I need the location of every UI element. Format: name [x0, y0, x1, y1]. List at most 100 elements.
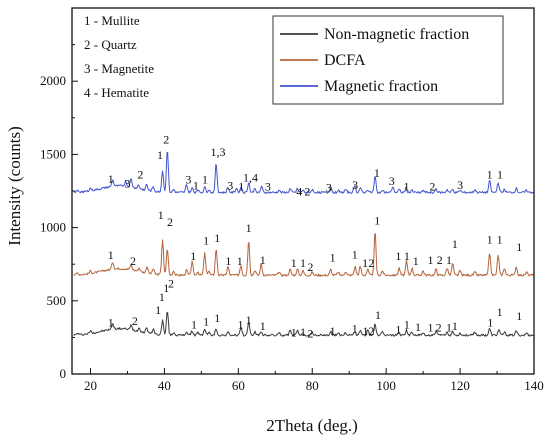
x-tick-label: 40 — [158, 378, 171, 393]
peak-label: 1 — [190, 249, 196, 263]
peak-label: 1 — [214, 231, 220, 245]
peak-label: 2 — [307, 260, 313, 274]
x-axis-title: 2Theta (deg.) — [266, 416, 358, 435]
x-tick-label: 120 — [450, 378, 470, 393]
peak-label: 1 — [246, 221, 252, 235]
series-line-non-magnetic-fraction — [73, 311, 534, 337]
peak-label: 1 — [395, 323, 401, 337]
peak-label: 1 — [375, 308, 381, 322]
peak-label: 1 — [428, 321, 434, 335]
peak-label: 2 — [168, 277, 174, 291]
peak-label: 1 — [330, 250, 336, 264]
series-line-dcfa — [73, 233, 534, 277]
peak-label: 1 — [214, 311, 220, 325]
x-tick-label: 140 — [524, 378, 544, 393]
peak-label: 1 — [260, 319, 266, 333]
peak-label: 3 — [326, 181, 332, 195]
peak-label: 1 — [300, 256, 306, 270]
peak-label: 1 — [446, 253, 452, 267]
peak-label: 1 — [446, 321, 452, 335]
peak-label: 1 — [203, 233, 209, 247]
peak-label: 1 — [108, 172, 114, 186]
peak-label: 1 — [415, 320, 421, 334]
phase-key-item: 2 - Quartz — [84, 37, 137, 52]
peak-label: 1 — [157, 148, 163, 162]
peak-label: 1 — [395, 249, 401, 263]
peak-label: 1 — [108, 248, 114, 262]
peak-label: 3 — [457, 178, 463, 192]
peak-label: 4 — [296, 184, 302, 198]
peak-label: 1 — [487, 315, 493, 329]
y-tick-label: 500 — [47, 293, 67, 308]
peak-label: 1 — [238, 179, 244, 193]
peak-label: 2 — [437, 253, 443, 267]
phase-key-item: 3 - Magnetite — [84, 61, 154, 76]
y-tick-label: 0 — [60, 366, 67, 381]
peak-label: 1 — [487, 168, 493, 182]
peak-label: 1 — [202, 173, 208, 187]
peak-label: 2 — [167, 215, 173, 229]
peak-label: 1 — [516, 240, 522, 254]
x-tick-label: 60 — [232, 378, 245, 393]
peak-label: 1 — [428, 253, 434, 267]
peak-label: 1 — [291, 256, 297, 270]
x-tick-label: 100 — [376, 378, 396, 393]
peak-label: 1 — [452, 319, 458, 333]
peak-label: 1 — [404, 318, 410, 332]
peak-label: 1 — [497, 168, 503, 182]
peak-label: 1 — [158, 208, 164, 222]
peak-label: 1 — [362, 324, 368, 338]
peak-label: 2 — [130, 254, 136, 268]
peak-label: 1 — [203, 315, 209, 329]
legend-label-dcfa: DCFA — [324, 52, 366, 69]
peak-label: 1 — [497, 305, 503, 319]
peak-label: 2 — [137, 168, 143, 182]
peak-label: 2 — [304, 184, 310, 198]
peak-label: 1 — [260, 253, 266, 267]
peak-label: 1 — [404, 249, 410, 263]
phase-key-item: 4 - Hematite — [84, 85, 149, 100]
peak-label: 2 — [163, 132, 169, 146]
y-tick-label: 2000 — [40, 73, 66, 88]
peak-label: 1 — [238, 318, 244, 332]
peak-label: 1,3 — [210, 145, 225, 159]
peak-label: 1 — [487, 233, 493, 247]
peak-label: 3 — [124, 176, 130, 190]
peak-label: 3 — [227, 179, 233, 193]
x-tick-labels: 20 40 60 80 100 120 140 — [84, 378, 544, 393]
series-group — [73, 152, 534, 337]
x-tick-label: 80 — [306, 378, 319, 393]
peak-label: 1 — [300, 325, 306, 339]
peak-label: 1 — [374, 166, 380, 180]
peak-label: 2 — [132, 314, 138, 328]
peak-label: 1 — [237, 254, 243, 268]
peak-label: 1 — [374, 214, 380, 228]
y-tick-labels: 0 500 1000 1500 2000 — [40, 73, 66, 381]
y-tick-label: 1000 — [40, 220, 66, 235]
peak-label: 1 — [291, 326, 297, 340]
peak-label: 1 — [191, 318, 197, 332]
peak-label: 1 — [246, 313, 252, 327]
peak-label: 1 — [452, 237, 458, 251]
peak-label: 1 — [108, 315, 114, 329]
peak-label: 1 — [159, 290, 165, 304]
peak-label: 3 — [265, 179, 271, 193]
peak-label: 1 — [330, 324, 336, 338]
series-line-magnetic-fraction — [73, 152, 534, 194]
peak-label: 1 — [352, 247, 358, 261]
peak-label: 1,4 — [243, 170, 258, 184]
peak-label: 2 — [429, 179, 435, 193]
plot-frame — [71, 7, 535, 375]
peak-label: 1 — [225, 254, 231, 268]
x-tick-label: 20 — [84, 378, 97, 393]
peak-label: 1 — [163, 281, 169, 295]
peak-label: 1 — [155, 303, 161, 317]
peak-label: 1 — [413, 254, 419, 268]
y-axis-title: Intensity (counts) — [5, 126, 24, 245]
peak-label: 2 — [436, 321, 442, 335]
legend: Non-magnetic fraction DCFA Magnetic fracti… — [272, 15, 504, 105]
peak-label: 1 — [352, 321, 358, 335]
peak-label: 2 — [368, 324, 374, 338]
